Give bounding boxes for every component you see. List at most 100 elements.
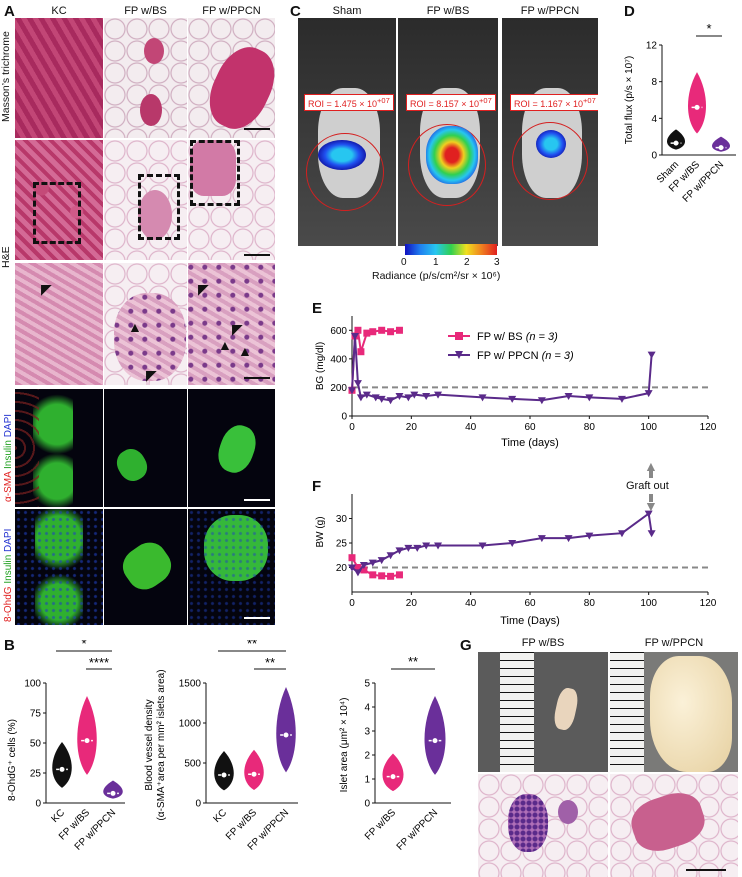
b3-ytick-5: 5: [364, 679, 370, 690]
f-s0-point-3: [369, 571, 377, 579]
e-xtick-3: 60: [524, 422, 536, 433]
graft-histo-fpbs: [478, 774, 608, 877]
b3-point-0: [390, 774, 396, 780]
he-zoom-fpbs-image: ▲ ◤: [104, 263, 187, 385]
b1-point-1: [84, 738, 90, 744]
e-legend-ppcn: FP w/ PPCN (n = 3): [477, 350, 574, 362]
g-col-fpbs: FP w/BS: [521, 637, 565, 649]
e-s1-point-17: [585, 394, 594, 402]
b3-ylabel: Islet area (μm² × 10⁴): [339, 698, 350, 793]
d-point-1: [694, 104, 700, 110]
graft-out-shaft-2: [649, 494, 653, 502]
f-s0-point-5: [387, 572, 395, 580]
f-s1-point-18: [647, 530, 656, 538]
d-ylabel: Total flux (p/s × 10⁷): [624, 56, 635, 144]
f-ytick-0: 20: [336, 563, 348, 574]
f-ytick-2: 30: [336, 514, 348, 525]
row-label-masson: Masson’s trichrome: [0, 31, 12, 122]
e-ytick-3: 600: [330, 326, 347, 337]
fluo-sma-fpppcn-image: [188, 389, 275, 507]
f-s1-point-4: [377, 557, 386, 565]
he-fpbs-image: [104, 140, 187, 260]
f-xtick-5: 100: [640, 598, 657, 609]
f-s1-point-5: [386, 552, 395, 560]
e-xtick-5: 100: [640, 422, 657, 433]
graft-photo-fpbs: [478, 652, 608, 772]
e-legend-bs: FP w/ BS (n = 3): [477, 331, 558, 343]
ivis-fpbs-image: ROI = 8.157 × 10+07: [398, 18, 498, 246]
a-col-fpbs: FP w/BS: [124, 5, 167, 17]
f-xtick-2: 40: [465, 598, 477, 609]
b2-ytick-2: 1000: [179, 719, 202, 730]
e-s1-point-6: [377, 395, 386, 403]
b1-ytick-2: 50: [30, 739, 42, 750]
stain-label-2: 8-OhdG Insulin DAPI: [3, 528, 14, 622]
f-s0-point-0: [348, 554, 356, 562]
f-s0-point-6: [395, 571, 403, 579]
b2-point-1: [251, 771, 257, 777]
b2-sig-1: **: [247, 640, 257, 651]
e-s0-point-4: [363, 329, 371, 337]
panel-c-letter: C: [290, 3, 301, 20]
f-s0-point-2: [360, 566, 368, 574]
e-s0-point-2: [354, 326, 362, 334]
colorbar-tick-0: 0: [401, 257, 407, 268]
e-xtick-2: 40: [465, 422, 477, 433]
b1-sig-1: *: [81, 640, 86, 651]
e-s1-point-12: [434, 391, 443, 399]
e-s1-point-7: [386, 397, 395, 405]
roi-sham: ROI = 1.475 × 10+07: [304, 94, 394, 111]
fluo-ohdg-fpbs-image: [104, 509, 187, 625]
b2-point-2: [283, 732, 289, 738]
b3-cat-0: FP w/BS: [363, 807, 398, 842]
e-xtick-4: 80: [584, 422, 596, 433]
e-xtick-1: 20: [406, 422, 418, 433]
b2-ytick-0: 0: [195, 799, 201, 810]
b1-point-2: [110, 790, 116, 796]
b2-violin-0: [214, 751, 234, 791]
b2-ylabel-1: Blood vessel density: [144, 699, 155, 790]
f-s1-point-9: [422, 542, 431, 550]
e-s1-point-20: [647, 351, 656, 359]
colorbar-label: Radiance (p/s/cm²/sr × 10⁶): [372, 270, 501, 282]
b1-ytick-0: 0: [35, 799, 41, 810]
e-s1-point-5: [371, 394, 380, 402]
e-s1-point-0: [348, 387, 356, 395]
graft-photo-fpppcn: [610, 652, 738, 772]
f-ytick-1: 25: [336, 539, 348, 550]
f-s1-point-0: [348, 564, 356, 572]
e-xtick-6: 120: [700, 422, 717, 433]
masson-fpbs-image: [104, 18, 187, 138]
f-s1-point-15: [585, 532, 594, 540]
graft-out-arrow-down: ▼: [644, 498, 658, 514]
d-ytick-0: 0: [651, 151, 657, 162]
b1-violin-2: [103, 780, 123, 799]
f-s1-point-17: [644, 510, 653, 518]
f-series-line-1: [351, 511, 653, 574]
e-ytick-0: 0: [341, 412, 347, 423]
f-s1-point-13: [537, 535, 546, 543]
e-ytick-1: 200: [330, 383, 347, 394]
b3-violin-1: [424, 695, 446, 775]
b2-violin-1: [244, 749, 264, 791]
b1-ytick-3: 75: [30, 709, 42, 720]
b3-cat-1: FP w/PPCN: [395, 807, 440, 852]
f-xtick-6: 120: [700, 598, 717, 609]
graft-histo-fpppcn: [610, 774, 738, 877]
f-s0-point-1: [354, 564, 362, 571]
graft-out-arrow-up: ▲: [644, 458, 658, 474]
f-xtick-4: 80: [584, 598, 596, 609]
b2-sig-2: **: [265, 655, 275, 670]
g-col-fpppcn: FP w/PPCN: [644, 637, 704, 649]
e-s1-point-19: [644, 390, 653, 398]
stain-label-1: α-SMA Insulin DAPI: [3, 413, 14, 502]
f-xtick-3: 60: [524, 598, 536, 609]
e-s0-point-5: [369, 328, 377, 336]
roi-fpbs: ROI = 8.157 × 10+07: [406, 94, 496, 111]
chart-f: 20 25 30 0 20 40 60 80 100 120 BW (g) Time (Days…: [315, 494, 717, 627]
e-s1-point-8: [395, 393, 404, 400]
d-ytick-3: 12: [646, 41, 658, 52]
b3-ytick-0: 0: [364, 799, 370, 810]
